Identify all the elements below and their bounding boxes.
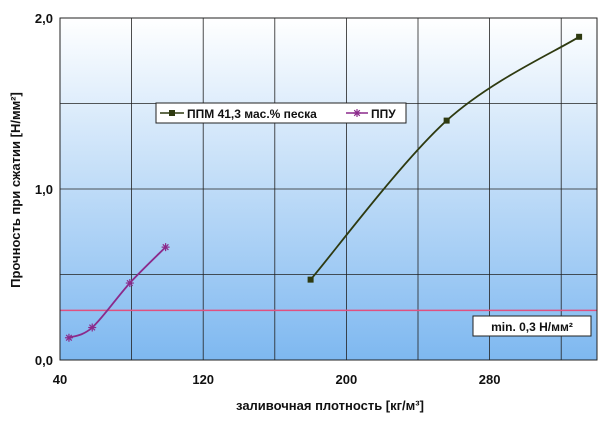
tick-labels: 40 120 200 280 0,0 1,0 2,0 [35, 11, 501, 387]
legend: ППМ 41,3 мас.% песка ППУ [155, 102, 407, 124]
legend-label-ppm: ППМ 41,3 мас.% песка [187, 107, 317, 121]
legend-marker-ppu [353, 109, 361, 117]
data-point-0 [307, 276, 314, 283]
data-point-1 [125, 279, 134, 288]
series-line-1 [68, 246, 167, 339]
reference-label: min. 0,3 Н/мм² [491, 320, 573, 334]
y-axis-label: Прочность при сжатии [Н/мм²] [8, 92, 23, 288]
y-tick-label: 0,0 [35, 353, 53, 368]
legend-box [155, 102, 407, 124]
x-tick-label: 120 [192, 372, 214, 387]
series-group [64, 33, 583, 342]
plot-area-border [59, 17, 598, 361]
legend-label-ppu: ППУ [371, 107, 396, 121]
y-tick-label: 1,0 [35, 182, 53, 197]
legend-star [353, 109, 361, 117]
data-point-0 [443, 117, 450, 124]
y-tick-label: 2,0 [35, 11, 53, 26]
x-tick-label: 280 [479, 372, 501, 387]
x-tick-label: 40 [53, 372, 67, 387]
reference-label-frame [472, 315, 592, 337]
data-point-1 [161, 243, 170, 252]
x-tick-label: 200 [336, 372, 358, 387]
legend-marker-ppm [169, 110, 175, 116]
x-axis-label: заливочная плотность [кг/м³] [236, 398, 424, 413]
data-point-1 [88, 323, 97, 332]
data-point-0 [576, 33, 583, 40]
reference-label-box: min. 0,3 Н/мм² [472, 315, 592, 337]
data-point-1 [64, 333, 73, 342]
